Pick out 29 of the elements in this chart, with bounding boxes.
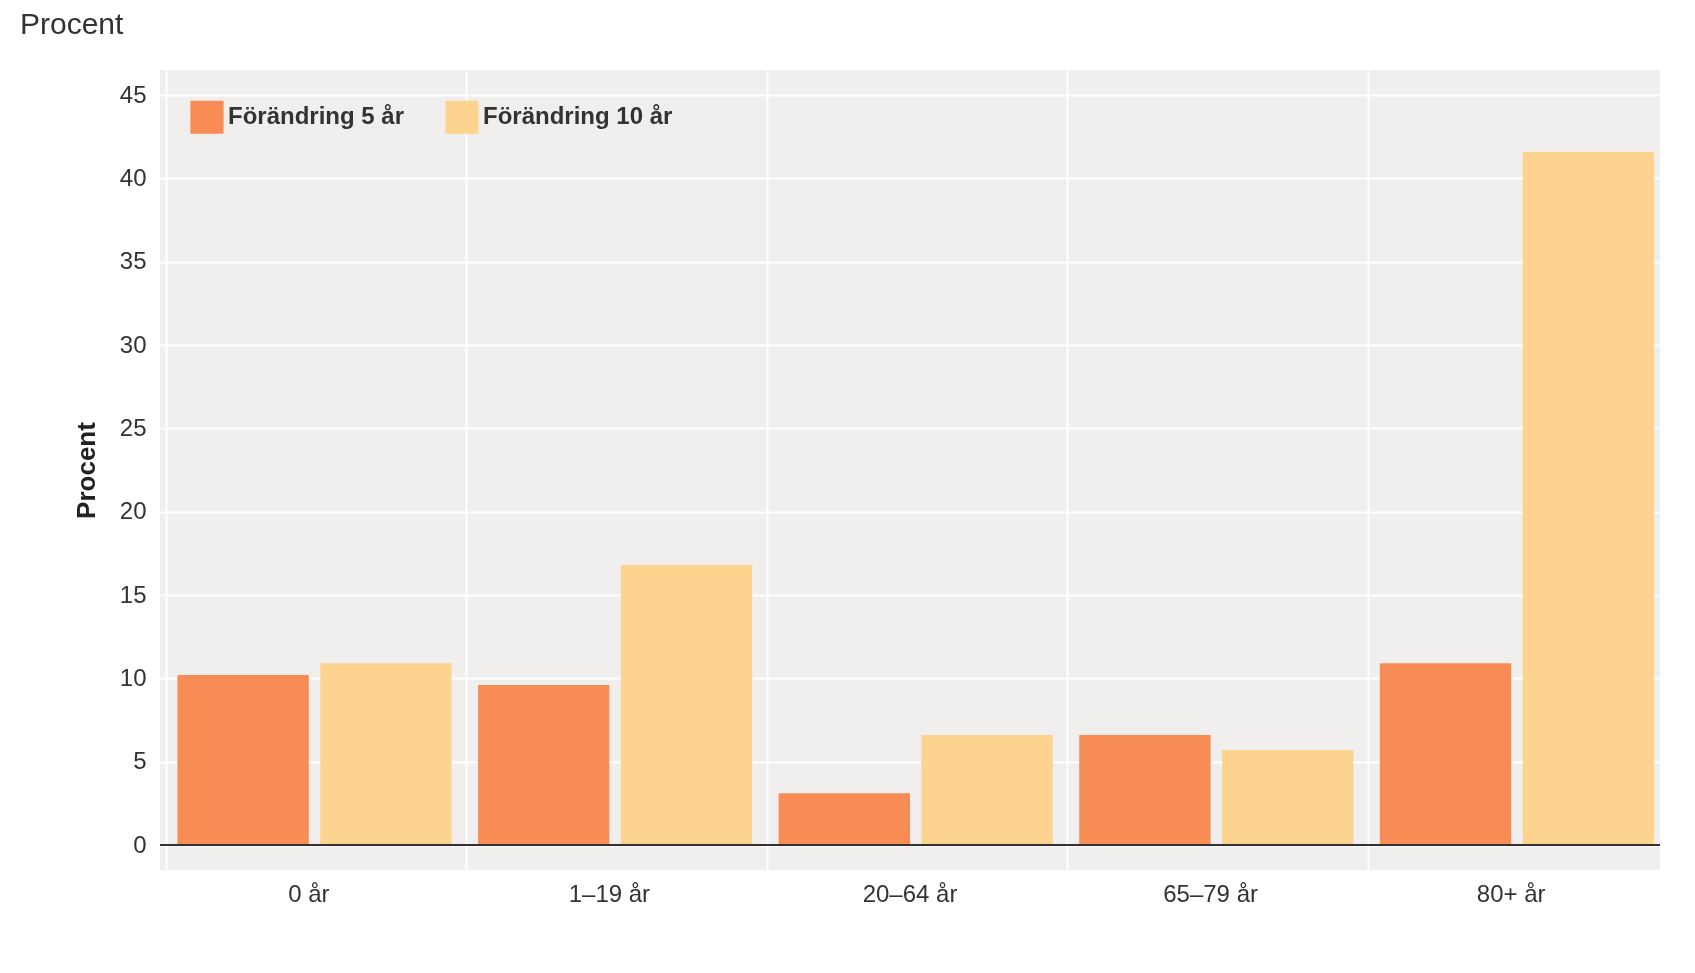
bar (1222, 750, 1354, 845)
y-tick-label: 40 (119, 163, 147, 191)
bar (478, 685, 610, 845)
y-tick-label: 30 (119, 330, 147, 358)
x-tick-label: 20–64 år (862, 879, 958, 907)
bar (778, 793, 910, 845)
x-tick-label: 0 år (288, 879, 330, 907)
legend-label: Förändring 10 år (483, 102, 673, 130)
chart-title: Procent (20, 7, 125, 40)
y-tick-label: 35 (119, 247, 147, 275)
y-tick-label: 25 (119, 413, 147, 441)
y-tick-label: 45 (119, 80, 147, 108)
y-tick-label: 20 (119, 497, 147, 525)
bar (620, 565, 753, 845)
y-tick-label: 15 (119, 580, 147, 608)
bar (921, 735, 1053, 845)
x-tick-label: 65–79 år (1163, 879, 1258, 907)
x-tick-label: 1–19 år (568, 879, 651, 907)
y-tick-label: 5 (133, 747, 147, 775)
y-tick-label: 0 (133, 830, 147, 858)
legend-label: Förändring 5 år (228, 102, 405, 130)
bar (1522, 151, 1654, 845)
y-axis-title: Procent (70, 421, 101, 519)
bar (177, 675, 309, 845)
bar (1379, 663, 1512, 845)
bar (320, 663, 452, 845)
y-tick-label: 10 (119, 663, 147, 691)
x-tick-label: 80+ år (1476, 879, 1546, 907)
bar (1079, 735, 1211, 845)
